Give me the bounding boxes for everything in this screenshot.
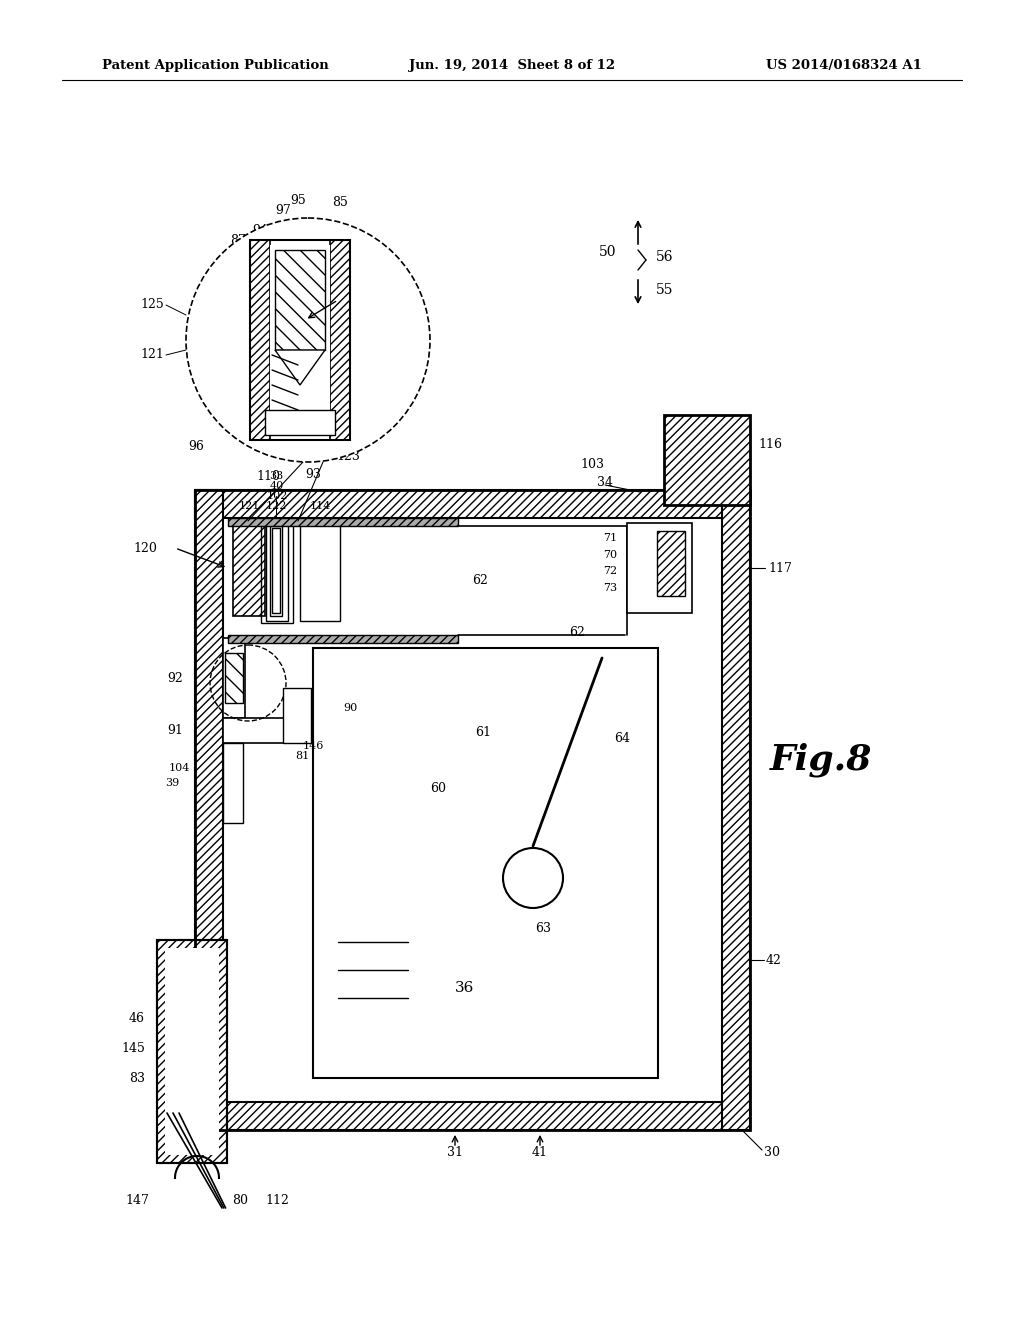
Text: 94: 94 (252, 223, 268, 236)
Text: 122: 122 (265, 502, 287, 511)
Text: 81: 81 (295, 751, 309, 762)
Text: 103: 103 (580, 458, 604, 471)
Bar (627, 523, 692, 612)
Text: 96: 96 (188, 441, 204, 454)
Text: 56: 56 (656, 249, 674, 264)
Bar (223, 718, 293, 743)
Text: 30: 30 (764, 1146, 780, 1159)
Circle shape (503, 847, 563, 908)
Text: 31: 31 (447, 1146, 463, 1159)
Text: 55: 55 (656, 282, 674, 297)
Bar (664, 414, 750, 506)
Bar (228, 517, 458, 525)
Text: 121: 121 (140, 348, 164, 362)
Text: Jun. 19, 2014  Sheet 8 of 12: Jun. 19, 2014 Sheet 8 of 12 (409, 58, 615, 71)
Text: 46: 46 (129, 1011, 145, 1024)
Bar (157, 940, 227, 1163)
Bar (225, 653, 243, 704)
Bar (195, 490, 750, 1130)
Text: 41: 41 (532, 1146, 548, 1159)
Circle shape (186, 218, 430, 462)
Text: 98: 98 (408, 359, 423, 371)
Text: 87: 87 (230, 234, 246, 247)
Text: 93: 93 (305, 467, 321, 480)
Text: 125: 125 (140, 298, 164, 312)
Bar (250, 240, 270, 440)
Bar (195, 490, 223, 1130)
Text: 123: 123 (336, 450, 360, 463)
Bar (266, 523, 288, 620)
Text: 39: 39 (165, 777, 179, 788)
Text: 71: 71 (603, 533, 617, 543)
Text: 117: 117 (768, 561, 792, 574)
Text: 63: 63 (535, 921, 551, 935)
Bar (233, 525, 265, 616)
Text: 36: 36 (456, 981, 475, 995)
Bar (270, 246, 330, 436)
Text: Fig.8: Fig.8 (770, 743, 872, 777)
Bar (300, 523, 340, 620)
Text: 92: 92 (167, 672, 183, 685)
Bar (250, 240, 350, 440)
Bar (228, 635, 458, 643)
Text: 104: 104 (169, 763, 190, 774)
Text: 95: 95 (290, 194, 306, 206)
Text: 90: 90 (343, 704, 357, 713)
Text: 40: 40 (270, 480, 284, 491)
Text: Patent Application Publication: Patent Application Publication (102, 58, 329, 71)
Bar (223, 638, 245, 718)
Bar (270, 525, 282, 616)
Bar (195, 1102, 750, 1130)
Text: 112: 112 (265, 1195, 289, 1208)
Bar (223, 743, 243, 822)
Text: 64: 64 (614, 731, 630, 744)
Bar (313, 648, 658, 1078)
Bar (272, 528, 280, 612)
Text: 62: 62 (472, 573, 488, 586)
Polygon shape (275, 350, 325, 385)
Text: 42: 42 (766, 953, 782, 966)
Text: 145: 145 (121, 1041, 145, 1055)
Text: 34: 34 (597, 475, 613, 488)
Bar (228, 517, 458, 643)
Bar (722, 490, 750, 1130)
Bar (195, 490, 750, 517)
Text: 80: 80 (232, 1195, 248, 1208)
Bar (265, 411, 335, 436)
Text: US 2014/0168324 A1: US 2014/0168324 A1 (766, 58, 922, 71)
Bar (275, 249, 325, 350)
Bar (165, 948, 219, 1155)
Text: 110: 110 (256, 470, 280, 483)
Text: 97: 97 (275, 203, 291, 216)
Text: 146: 146 (303, 741, 325, 751)
Text: 50: 50 (598, 246, 616, 259)
Text: 61: 61 (475, 726, 490, 739)
Text: 116: 116 (758, 438, 782, 451)
Bar (223, 517, 722, 1102)
Text: 120: 120 (133, 541, 157, 554)
Bar (330, 240, 350, 440)
Text: 60: 60 (430, 781, 446, 795)
Text: 91: 91 (167, 723, 183, 737)
Bar (283, 688, 311, 743)
Text: 147: 147 (125, 1195, 150, 1208)
Text: 72: 72 (603, 566, 617, 576)
Bar (261, 521, 293, 623)
Bar (657, 531, 685, 597)
Text: 83: 83 (129, 1072, 145, 1085)
Text: 62: 62 (569, 627, 585, 639)
Text: 102: 102 (266, 491, 288, 502)
Text: 114: 114 (309, 502, 331, 511)
Text: 33: 33 (269, 471, 283, 480)
Text: 85: 85 (332, 197, 348, 210)
Bar (157, 940, 227, 1163)
Text: 73: 73 (603, 583, 617, 593)
Text: 121: 121 (239, 502, 260, 511)
Text: 70: 70 (603, 550, 617, 560)
